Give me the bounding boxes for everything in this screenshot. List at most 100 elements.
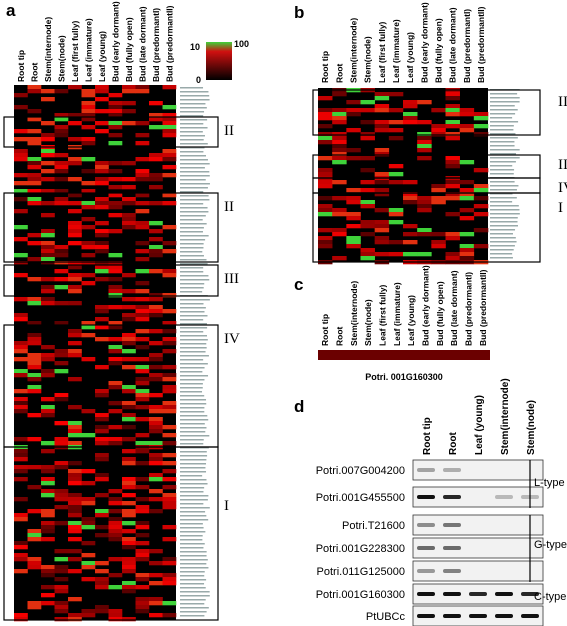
row-name xyxy=(180,451,207,453)
gel xyxy=(412,537,544,559)
heatmap-cell xyxy=(54,277,69,282)
heatmap-cell xyxy=(95,477,109,482)
row-name xyxy=(180,571,205,573)
heatmap-cell xyxy=(135,389,150,394)
row-name xyxy=(180,531,206,533)
heatmap-cell xyxy=(95,453,109,458)
heatmap-cell xyxy=(149,549,163,554)
row-name xyxy=(180,395,205,397)
column-label: Leaf (young) xyxy=(406,295,416,346)
heatmap-cell xyxy=(41,121,55,126)
heatmap-cell xyxy=(95,393,109,398)
heatmap-cell xyxy=(108,585,123,590)
heatmap-cell xyxy=(162,365,177,370)
band xyxy=(443,614,461,618)
heatmap-cell xyxy=(27,465,42,470)
heatmap-cell xyxy=(162,149,177,154)
heatmap-cell xyxy=(81,245,96,250)
heatmap-cell xyxy=(68,481,82,486)
heatmap-cell xyxy=(162,409,177,414)
heatmap-cell xyxy=(445,232,460,237)
heatmap-cell xyxy=(14,517,28,522)
heatmap-cell xyxy=(54,301,69,306)
heatmap-cell xyxy=(41,149,55,154)
heatmap-cell xyxy=(162,557,177,562)
heatmap-cell xyxy=(374,180,390,185)
heatmap-cell xyxy=(122,337,136,342)
heatmap-cell xyxy=(135,241,150,246)
row-name xyxy=(180,507,210,509)
heatmap-cell xyxy=(14,209,28,214)
heatmap-cell xyxy=(122,581,136,586)
heatmap-cell xyxy=(54,321,69,326)
heatmap-cell xyxy=(54,557,69,562)
heatmap-cell xyxy=(108,161,123,166)
heatmap-cell xyxy=(81,109,96,114)
row-name xyxy=(180,327,208,329)
row-name xyxy=(180,539,203,541)
heatmap-cell xyxy=(135,269,150,274)
column-label: Leaf (first fully) xyxy=(377,21,387,83)
heatmap-cell xyxy=(431,196,446,201)
heatmap-cell xyxy=(122,305,136,310)
column-label: Stem(internode) xyxy=(43,17,53,82)
heatmap-cell xyxy=(54,441,69,446)
band xyxy=(417,592,435,596)
heatmap-cell xyxy=(431,240,446,245)
row-name xyxy=(490,181,515,183)
type-label: G-type xyxy=(534,539,567,551)
column-label: Leaf (young) xyxy=(97,31,107,82)
heatmap-cell xyxy=(27,373,42,378)
column-label: Bud (early dormant) xyxy=(421,265,431,346)
column-label: Bud (predormantI) xyxy=(462,9,472,83)
heatmap-cell xyxy=(14,545,28,550)
heatmap-cell xyxy=(54,201,69,206)
row-name xyxy=(490,129,514,131)
heatmap-cell xyxy=(95,97,109,102)
row-name xyxy=(180,287,204,289)
heatmap-cell xyxy=(403,112,418,117)
heatmap-cell xyxy=(318,204,333,209)
heatmap-cell xyxy=(122,513,136,518)
heatmap-cell xyxy=(318,212,333,217)
heatmap-cell xyxy=(473,244,489,249)
heatmap-cell xyxy=(41,569,55,574)
heatmap-cell xyxy=(135,393,150,398)
heatmap-cell xyxy=(135,609,150,614)
row-name xyxy=(180,247,204,249)
heatmap-cell xyxy=(41,161,55,166)
heatmap-cell xyxy=(149,249,163,254)
heatmap-cell xyxy=(108,357,123,362)
heatmap-cell xyxy=(68,425,82,430)
heatmap-cell xyxy=(68,289,82,294)
heatmap-cell xyxy=(54,585,69,590)
heatmap-cell xyxy=(81,577,96,582)
heatmap-cell xyxy=(27,561,42,566)
heatmap-cell xyxy=(95,177,109,182)
heatmap-cell xyxy=(135,377,150,382)
heatmap-cell xyxy=(135,441,150,446)
heatmap-cell xyxy=(54,565,69,570)
heatmap-cell xyxy=(95,249,109,254)
heatmap-cell xyxy=(473,204,489,209)
heatmap-cell xyxy=(108,517,123,522)
heatmap-cell xyxy=(162,349,177,354)
heatmap-cell xyxy=(41,261,55,266)
heatmap-cell xyxy=(41,345,55,350)
heatmap-cell xyxy=(374,188,390,193)
heatmap-cell xyxy=(346,156,361,161)
row-name xyxy=(180,499,208,501)
heatmap-cell xyxy=(41,133,55,138)
heatmap-cell xyxy=(41,477,55,482)
heatmap-cell xyxy=(318,124,333,129)
heatmap-cell xyxy=(135,313,150,318)
column-label: Leaf (immature) xyxy=(83,18,93,82)
heatmap-cell xyxy=(108,337,123,342)
heatmap-cell xyxy=(135,365,150,370)
heatmap-cell xyxy=(360,252,375,257)
heatmap-cell xyxy=(81,169,96,174)
heatmap-cell xyxy=(162,129,177,134)
heatmap-cell xyxy=(108,93,123,98)
heatmap-cell xyxy=(68,441,82,446)
heatmap-cell xyxy=(95,305,109,310)
